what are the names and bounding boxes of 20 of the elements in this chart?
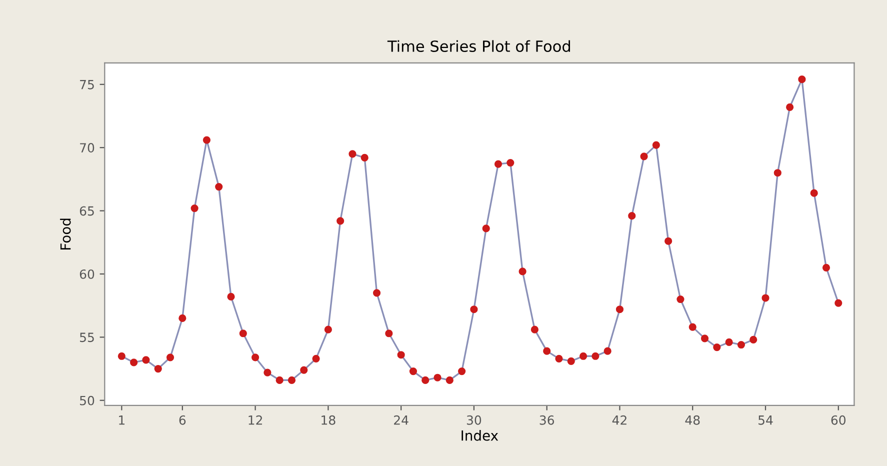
x-tick-label: 36	[540, 415, 554, 425]
y-tick-label: 70	[80, 143, 94, 153]
x-tick-label: 30	[466, 415, 482, 425]
y-tick-label: 75	[80, 80, 94, 90]
y-axis-title: Food	[60, 218, 71, 250]
x-tick-label: 48	[685, 415, 700, 425]
x-tick-label: 1	[119, 416, 124, 425]
x-tick-label: 18	[322, 415, 336, 425]
x-tick-label: 12	[248, 415, 262, 425]
y-tick-label: 60	[80, 269, 94, 279]
y-tick-label: 65	[80, 206, 94, 216]
x-tick-label: 42	[612, 415, 626, 425]
chart-title: Time Series Plot of Food	[387, 40, 570, 52]
x-tick-label: 24	[394, 415, 408, 425]
x-tick-label: 6	[179, 415, 186, 425]
x-tick-label: 54	[758, 416, 773, 425]
x-axis-title: Index	[462, 430, 498, 441]
x-tick-label: 60	[831, 415, 846, 425]
y-tick-label: 55	[80, 332, 94, 342]
y-tick-label: 50	[80, 396, 94, 406]
